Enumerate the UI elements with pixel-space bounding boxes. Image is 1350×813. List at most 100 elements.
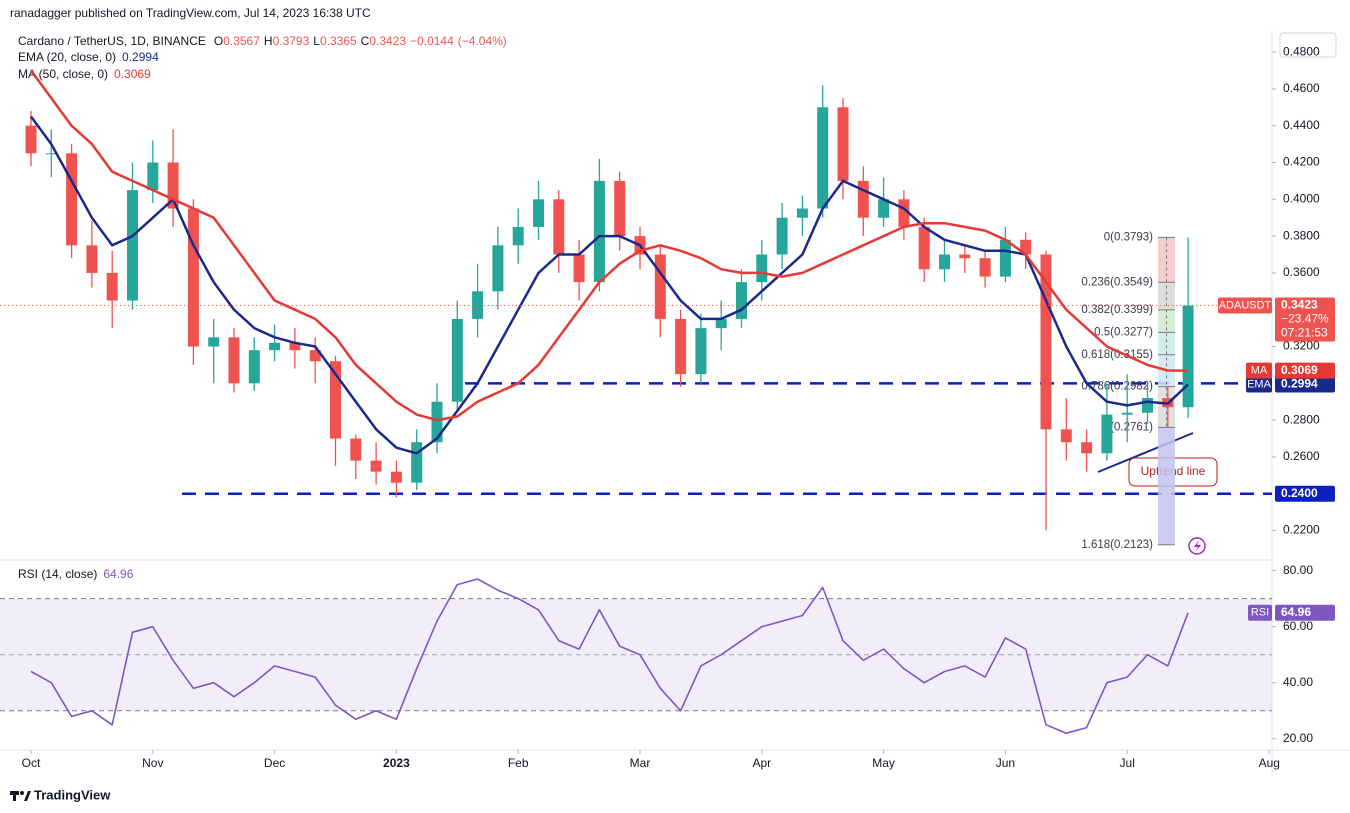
x-tick-label: Jul bbox=[1120, 756, 1135, 770]
candle-body bbox=[776, 217, 788, 255]
candle-body bbox=[187, 208, 199, 347]
series-badge-value: 0.3069 bbox=[1281, 363, 1318, 377]
ohlc-key: H bbox=[264, 34, 273, 48]
candle-body bbox=[472, 291, 484, 319]
candle-body bbox=[66, 153, 78, 246]
candle-body bbox=[715, 318, 727, 329]
series-value: 0.3069 bbox=[114, 67, 151, 81]
rsi-tick-label: 20.00 bbox=[1283, 731, 1313, 745]
price-badge-value: 0.3423 bbox=[1281, 298, 1318, 312]
price-badge bbox=[1275, 297, 1335, 342]
fib-label: 0(0.3793) bbox=[1104, 231, 1153, 243]
rsi-tick-label: 60.00 bbox=[1283, 619, 1313, 633]
title: Cardano / TetherUS, 1D, BINANCE bbox=[18, 34, 206, 48]
y-tick-label: 0.4200 bbox=[1283, 155, 1320, 169]
logo-part bbox=[13, 791, 16, 801]
footer-logo bbox=[10, 791, 31, 801]
ohlc-value: 0.3423 bbox=[369, 34, 406, 48]
x-tick-label: Apr bbox=[752, 756, 771, 770]
candle-body bbox=[492, 245, 504, 292]
x-tick-label: May bbox=[872, 756, 895, 770]
candle-body bbox=[1020, 239, 1032, 255]
y-tick-label: 0.3800 bbox=[1283, 228, 1320, 242]
candle-body bbox=[654, 254, 666, 319]
rsi-badge-value: 64.96 bbox=[1281, 605, 1311, 619]
x-tick-label: Dec bbox=[264, 756, 285, 770]
rsi-line bbox=[30, 578, 1189, 734]
x-tick-label: Nov bbox=[142, 756, 163, 770]
ohlc-key: L bbox=[313, 34, 320, 48]
y-tick-label: 0.2800 bbox=[1283, 412, 1320, 426]
candle-body bbox=[614, 180, 626, 237]
candle-body bbox=[817, 107, 829, 209]
fib-zone bbox=[1158, 237, 1175, 283]
x-tick-label: Aug bbox=[1259, 756, 1280, 770]
rsi-name: RSI (14, close) bbox=[18, 567, 97, 581]
alert-icon[interactable] bbox=[1188, 537, 1206, 555]
candle-body bbox=[1081, 442, 1093, 454]
legend-ema: EMA (20, close, 0) 0.2994 bbox=[18, 50, 159, 64]
fib-zone bbox=[1158, 427, 1175, 545]
footer-brand: TradingView bbox=[34, 787, 111, 802]
ohlc-value: 0.3365 bbox=[320, 34, 357, 48]
y-tick-label: 0.3600 bbox=[1283, 265, 1320, 279]
candle-body bbox=[147, 162, 159, 191]
candle-body bbox=[1040, 254, 1052, 430]
y-tick-label: 0.4000 bbox=[1283, 191, 1320, 205]
candle-body bbox=[289, 342, 301, 351]
y-tick-label: 0.2600 bbox=[1283, 449, 1320, 463]
candle-body bbox=[269, 342, 281, 351]
fib-zone bbox=[1158, 332, 1175, 355]
uptrend-line bbox=[1097, 432, 1194, 473]
fib-label: 0.618(0.3155) bbox=[1081, 349, 1153, 361]
candle-body bbox=[675, 318, 687, 375]
series-badge bbox=[1275, 362, 1335, 379]
symbol-badge-label: ADAUSDT bbox=[1219, 299, 1272, 311]
candle-body bbox=[837, 107, 849, 181]
series-name: EMA (20, close, 0) bbox=[18, 50, 116, 64]
level-badge-label: 0.2400 bbox=[1281, 486, 1318, 500]
change-pct: (−4.04%) bbox=[458, 34, 507, 48]
fib-label: 0.382(0.3399) bbox=[1081, 304, 1153, 316]
candle-body bbox=[451, 318, 463, 402]
ohlc-key: C bbox=[361, 34, 370, 48]
rsi-tick-label: 40.00 bbox=[1283, 675, 1313, 689]
candle-body bbox=[959, 254, 971, 259]
candle-body bbox=[106, 272, 118, 301]
x-tick-label: Mar bbox=[630, 756, 651, 770]
fib-label: 0.5(0.3277) bbox=[1094, 326, 1153, 338]
ohlc-value: 0.3567 bbox=[223, 34, 260, 48]
ohlc-key: O bbox=[214, 34, 223, 48]
candle-body bbox=[573, 254, 585, 283]
price-badge-change: −23.47% bbox=[1281, 312, 1329, 326]
series-line bbox=[29, 115, 1189, 455]
change: −0.0144 bbox=[410, 34, 454, 48]
candle-body bbox=[167, 162, 179, 209]
y-tick-label: 0.4600 bbox=[1283, 81, 1320, 95]
x-tick-label: Jun bbox=[996, 756, 1015, 770]
candle-body bbox=[248, 350, 260, 384]
candle-body bbox=[939, 254, 950, 270]
series-name: MA (50, close, 0) bbox=[18, 67, 108, 81]
candle-body bbox=[1142, 398, 1153, 413]
candle-body bbox=[390, 471, 402, 483]
candle-body bbox=[878, 199, 890, 218]
candle-body bbox=[857, 180, 869, 218]
legend-rsi: RSI (14, close) 64.96 bbox=[18, 567, 134, 581]
series-badge bbox=[1275, 376, 1335, 393]
rsi-tick-label: 80.00 bbox=[1283, 563, 1313, 577]
series-badge-tag bbox=[1246, 362, 1272, 379]
legend-main: Cardano / TetherUS, 1D, BINANCE O0.3567 H 0… bbox=[18, 34, 507, 48]
candle-body bbox=[208, 337, 220, 347]
y-tick-label: 0.4800 bbox=[1283, 44, 1320, 58]
settings-button[interactable] bbox=[1279, 32, 1337, 58]
candle-body bbox=[127, 190, 138, 301]
rsi-badge-tag-label: RSI bbox=[1251, 607, 1269, 619]
candle-body bbox=[796, 208, 808, 218]
candle-body bbox=[1060, 429, 1072, 443]
candle-body bbox=[350, 438, 362, 461]
rsi-band bbox=[0, 598, 1272, 711]
candle-body bbox=[512, 226, 524, 246]
